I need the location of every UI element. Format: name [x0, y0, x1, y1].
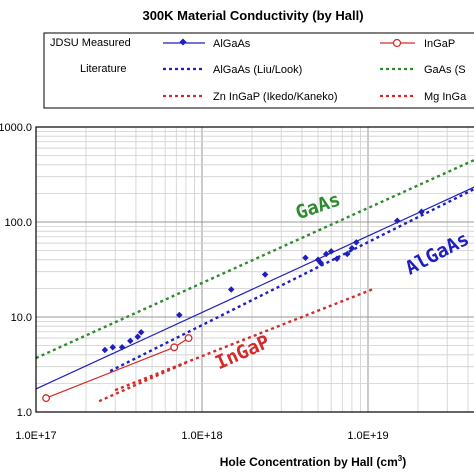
legend-label-algaas: AlGaAs [213, 38, 251, 50]
algaas-data-point [261, 271, 269, 278]
legend-label-zn-ingap: Zn InGaP (Ikedo/Kaneko) [213, 91, 338, 103]
algaas-data-point [101, 346, 109, 354]
algaas-data-point [134, 333, 141, 340]
annotation-ingap: InGaP [212, 331, 273, 374]
y-tick-label: 10.0 [11, 312, 32, 324]
grid [36, 127, 474, 412]
x-axis-label: Hole Concentration by Hall (cm3) [220, 454, 406, 469]
chart-title: 300K Material Conductivity (by Hall) [142, 8, 363, 23]
algaas-data-point [227, 286, 235, 293]
x-axis-label-sup: 3 [398, 454, 403, 463]
x-tick-label: 1.0E+18 [181, 430, 222, 442]
x-axis-label-close: ) [402, 455, 406, 469]
algaas-data-point [393, 217, 401, 225]
ingap-data-point [184, 334, 193, 343]
x-tick-label: 1.0E+17 [15, 430, 56, 442]
legend-marker-algaas [179, 38, 187, 46]
algaas-data-point [344, 250, 351, 258]
algaas-fit-line [36, 186, 474, 390]
algaas-data-point [302, 254, 309, 262]
gaas-s-literature-line [36, 158, 474, 360]
x-axis-label-text: Hole Concentration by Hall (cm [220, 455, 398, 469]
algaas-liu-look-literature-line [109, 187, 474, 373]
algaas-data-point [118, 344, 126, 351]
legend-row-label-literature: Literature [80, 63, 126, 75]
plot-frame [35, 126, 474, 413]
legend-label-algaas-lit: AlGaAs (Liu/Look) [213, 64, 302, 76]
algaas-data-point [322, 250, 330, 258]
legend-marker-ingap [392, 38, 402, 48]
algaas-data-point [353, 239, 360, 246]
zn-ingap-ikedo-kaneko-literature-line [114, 287, 376, 392]
algaas-data-point [137, 329, 145, 336]
algaas-data-point [176, 311, 183, 319]
legend-label-ingap: InGaP [424, 38, 455, 50]
series-layer [36, 158, 474, 403]
y-tick-label: 1000.0 [0, 122, 32, 134]
y-tick-label: 1.0 [17, 407, 32, 419]
legend-label-mg-ingap: Mg InGa [424, 91, 467, 103]
legend-box [43, 32, 474, 109]
y-tick-label: 100.0 [4, 217, 32, 229]
algaas-data-point [418, 208, 425, 216]
x-tick-labels: 1.0E+17 1.0E+18 1.0E+19 [15, 430, 388, 442]
legend: JDSU Measured Literature AlGaAs InGaP Al… [43, 32, 474, 109]
algaas-data-point [127, 337, 134, 345]
y-tick-labels: 1.0 10.0 100.0 1000.0 [0, 122, 32, 419]
ingap-data-point [170, 343, 179, 352]
legend-row-label-jdsu: JDSU Measured [50, 37, 131, 49]
algaas-data-point [327, 248, 335, 255]
ingap-data-point [42, 394, 51, 403]
x-tick-label: 1.0E+19 [347, 430, 388, 442]
mg-inga-literature-line [98, 361, 187, 403]
legend-label-gaas: GaAs (S [424, 64, 466, 76]
